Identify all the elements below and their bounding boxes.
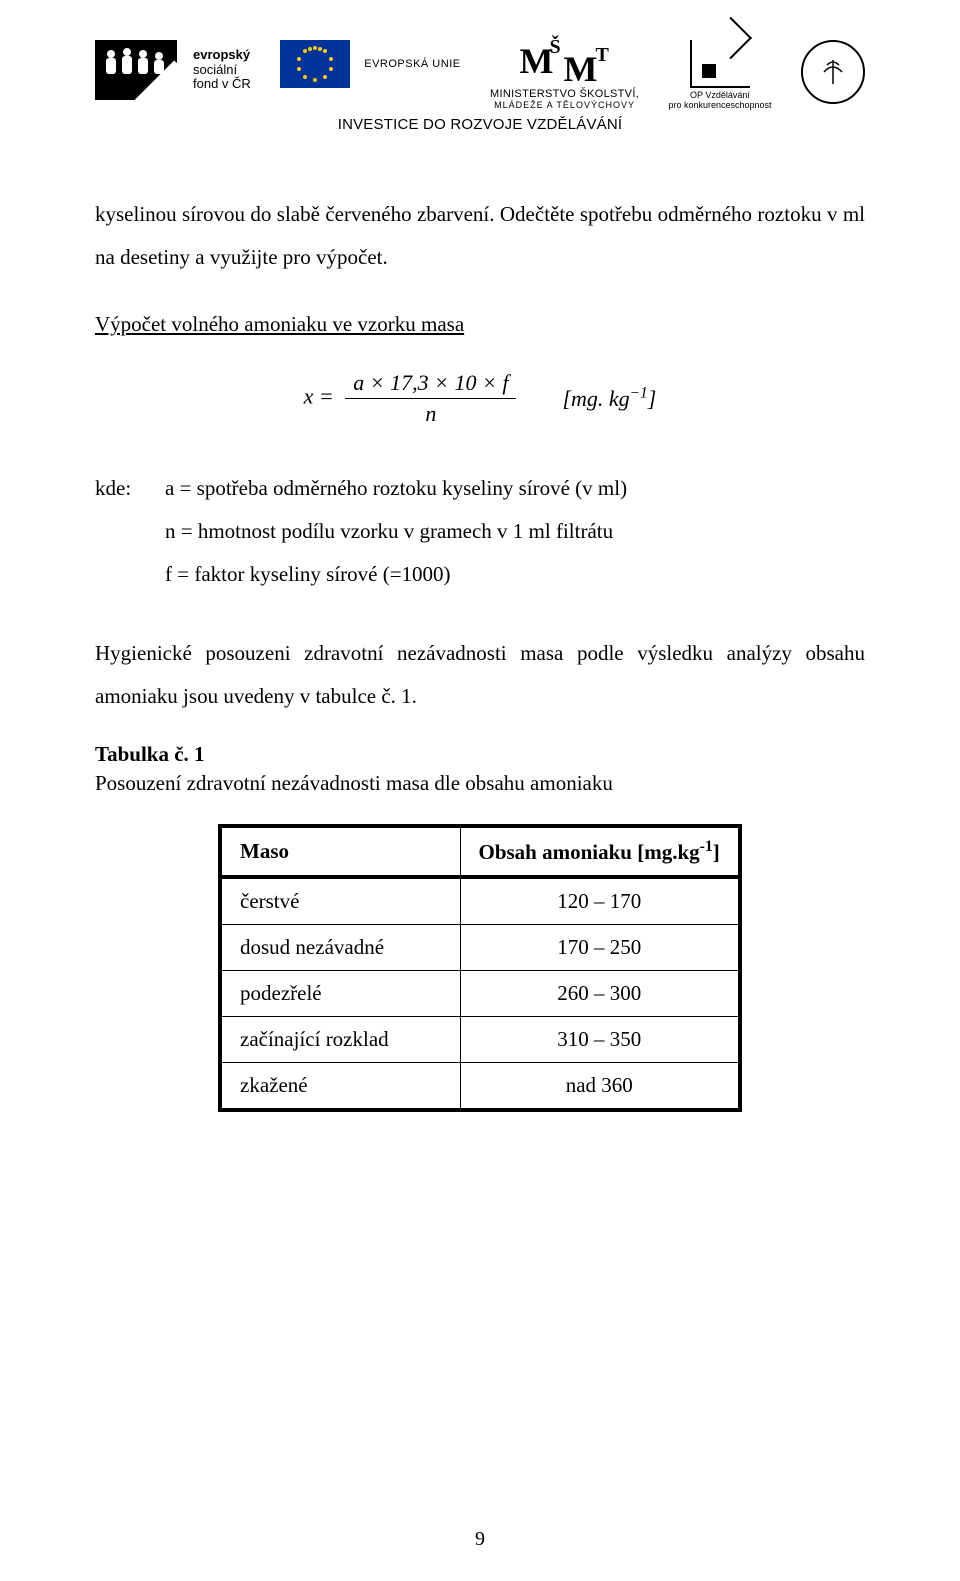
header-tagline: INVESTICE DO ROZVOJE VZDĚLÁVÁNÍ (95, 116, 865, 133)
table-cell-val: 310 – 350 (460, 1017, 740, 1063)
header-logos: evropský sociální fond v ČR (95, 40, 865, 110)
table-row: dosud nezávadné 170 – 250 (220, 925, 740, 971)
paragraph-1: kyselinou sírovou do slabě červeného zba… (95, 193, 865, 279)
table-cell-key: čerstvé (220, 877, 460, 925)
esf-label-line3: fond v ČR (193, 77, 251, 92)
msmt-logo: MŠMT MINISTERSTVO ŠKOLSTVÍ, MLÁDEŽE A TĚ… (490, 40, 639, 110)
table-cell-val: 260 – 300 (460, 971, 740, 1017)
table-header-col2: Obsah amoniaku [mg.kg-1] (460, 826, 740, 877)
table-row: zkažené nad 360 (220, 1063, 740, 1111)
definition-f: f = faktor kyseliny sírové (=1000) (165, 553, 865, 596)
ammonia-table: Maso Obsah amoniaku [mg.kg-1] čerstvé 12… (218, 824, 742, 1112)
table-title: Tabulka č. 1 (95, 742, 865, 767)
eu-label: EVROPSKÁ UNIE (364, 58, 460, 70)
opvk-label-line1: OP Vzdělávání (668, 90, 771, 100)
table-cell-key: zkažené (220, 1063, 460, 1111)
msmt-label-line2: MLÁDEŽE A TĚLOVÝCHOVY (490, 100, 639, 110)
eu-logo: EVROPSKÁ UNIE (280, 40, 460, 88)
definitions-block: kde: a = spotřeba odměrného roztoku kyse… (95, 467, 865, 596)
page-number: 9 (0, 1528, 960, 1551)
opvk-logo: OP Vzdělávání pro konkurenceschopnost (668, 40, 771, 110)
msmt-monogram-icon: MŠMT (520, 40, 610, 86)
esf-label-line2: sociální (193, 63, 251, 78)
table-header-col1: Maso (220, 826, 460, 877)
definitions-label: kde: (95, 467, 165, 596)
formula-heading: Výpočet volného amoniaku ve vzorku masa (95, 303, 865, 346)
definition-n: n = hmotnost podílu vzorku v gramech v 1… (165, 510, 865, 553)
esf-label-line1: evropský (193, 48, 251, 63)
esf-logo: evropský sociální fond v ČR (95, 40, 251, 100)
table-cell-key: začínající rozklad (220, 1017, 460, 1063)
table-row: podezřelé 260 – 300 (220, 971, 740, 1017)
opvk-label-line2: pro konkurenceschopnost (668, 100, 771, 110)
table-cell-val: 170 – 250 (460, 925, 740, 971)
vfu-logo (801, 40, 865, 104)
vfu-seal-icon (801, 40, 865, 104)
table-row: začínající rozklad 310 – 350 (220, 1017, 740, 1063)
paragraph-2: Hygienické posouzeni zdravotní nezávadno… (95, 632, 865, 718)
definition-a: a = spotřeba odměrného roztoku kyseliny … (165, 467, 865, 510)
table-caption: Posouzení zdravotní nezávadnosti masa dl… (95, 771, 865, 796)
formula: x = a × 17,3 × 10 × f n [mg. kg−1] (95, 370, 865, 427)
table-cell-key: podezřelé (220, 971, 460, 1017)
table-cell-val: 120 – 170 (460, 877, 740, 925)
formula-unit: [mg. kg−1] (562, 385, 656, 412)
table-row: čerstvé 120 – 170 (220, 877, 740, 925)
formula-numerator: a × 17,3 × 10 × f (345, 370, 516, 399)
opvk-icon (690, 40, 750, 88)
formula-denominator: n (425, 399, 436, 427)
table-cell-key: dosud nezávadné (220, 925, 460, 971)
esf-flag-icon (95, 40, 177, 100)
table-header-row: Maso Obsah amoniaku [mg.kg-1] (220, 826, 740, 877)
eu-flag-icon (280, 40, 350, 88)
table-cell-val: nad 360 (460, 1063, 740, 1111)
formula-lhs: x = (304, 384, 334, 409)
